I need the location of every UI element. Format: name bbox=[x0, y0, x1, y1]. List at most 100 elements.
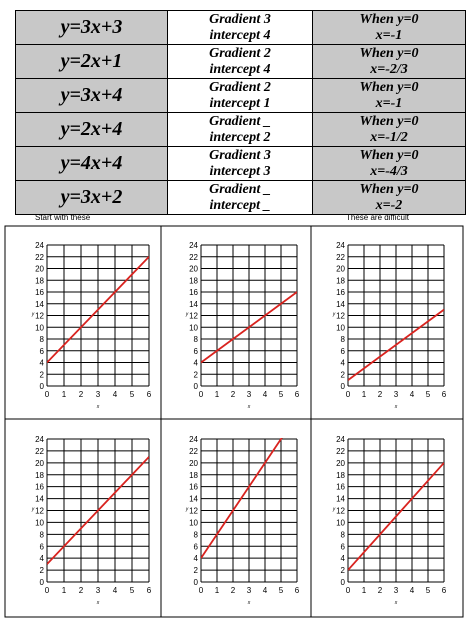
y-tick-label: 12 bbox=[336, 312, 345, 321]
y-tick-label: 6 bbox=[40, 542, 45, 551]
y-tick-label: 0 bbox=[341, 578, 346, 587]
y-axis-label: y bbox=[185, 312, 189, 318]
x-value-text: x=-4/3 bbox=[370, 163, 408, 179]
x-tick-label: 5 bbox=[279, 586, 284, 595]
y-tick-label: 12 bbox=[189, 507, 198, 516]
y-tick-label: 16 bbox=[336, 288, 345, 297]
y-tick-label: 22 bbox=[35, 447, 44, 456]
series-line bbox=[348, 308, 444, 381]
x-tick-label: 4 bbox=[263, 586, 268, 595]
x-axis-label: x bbox=[394, 404, 398, 410]
y-tick-label: 2 bbox=[40, 370, 45, 379]
caption-difficult: These are difficult bbox=[346, 213, 409, 222]
y-tick-label: 6 bbox=[194, 347, 199, 356]
gradient-text: Gradient 3 bbox=[209, 147, 271, 163]
y-tick-label: 2 bbox=[40, 566, 45, 575]
gradient-intercept-cell: Gradient _ intercept 2 bbox=[167, 112, 313, 147]
gradient-intercept-cell: Gradient 3 intercept 3 bbox=[167, 146, 313, 181]
x-tick-label: 2 bbox=[79, 390, 84, 399]
panel-border bbox=[310, 225, 464, 420]
y-tick-label: 0 bbox=[341, 382, 346, 391]
y-tick-label: 10 bbox=[336, 518, 345, 527]
x-tick-label: 1 bbox=[362, 586, 367, 595]
y-tick-label: 16 bbox=[336, 483, 345, 492]
y-tick-label: 24 bbox=[336, 435, 345, 444]
when-text: When y=0 bbox=[359, 147, 419, 163]
x-tick-label: 5 bbox=[279, 390, 284, 399]
y-tick-label: 24 bbox=[35, 435, 44, 444]
series-line bbox=[47, 456, 149, 565]
y-tick-label: 8 bbox=[341, 530, 346, 539]
when-text: When y=0 bbox=[359, 11, 419, 27]
x-tick-label: 4 bbox=[410, 586, 415, 595]
y-axis-label: y bbox=[31, 312, 35, 318]
when-text: When y=0 bbox=[359, 113, 419, 129]
y-tick-label: 18 bbox=[35, 471, 44, 480]
x-value-text: x=-1 bbox=[375, 27, 403, 43]
y-tick-label: 2 bbox=[341, 566, 346, 575]
x-tick-label: 2 bbox=[231, 586, 236, 595]
x-tick-label: 4 bbox=[410, 390, 415, 399]
y-tick-label: 18 bbox=[189, 471, 198, 480]
y-tick-label: 8 bbox=[40, 335, 45, 344]
y-tick-label: 10 bbox=[189, 518, 198, 527]
equation-cell: y=3x+2 bbox=[15, 180, 168, 215]
gradient-intercept-cell: Gradient 2 intercept 1 bbox=[167, 78, 313, 113]
gradient-text: Gradient 2 bbox=[209, 79, 271, 95]
root-cell: When y=0 x=-2/3 bbox=[312, 44, 466, 79]
x-tick-label: 2 bbox=[378, 390, 383, 399]
equation-cell: y=4x+4 bbox=[15, 146, 168, 181]
y-tick-label: 2 bbox=[194, 370, 199, 379]
y-tick-label: 20 bbox=[189, 265, 198, 274]
intercept-text: intercept _ bbox=[209, 197, 271, 213]
x-tick-label: 1 bbox=[215, 390, 220, 399]
y-tick-label: 22 bbox=[189, 253, 198, 262]
y-tick-label: 2 bbox=[194, 566, 199, 575]
intercept-text: intercept 2 bbox=[209, 129, 271, 145]
x-tick-label: 1 bbox=[215, 586, 220, 595]
y-tick-label: 4 bbox=[40, 359, 45, 368]
y-tick-label: 8 bbox=[194, 530, 199, 539]
x-value-text: x=-2 bbox=[375, 197, 403, 213]
when-text: When y=0 bbox=[359, 79, 419, 95]
panel-border bbox=[310, 418, 464, 618]
x-tick-label: 0 bbox=[199, 586, 204, 595]
x-tick-label: 6 bbox=[147, 390, 152, 399]
x-tick-label: 0 bbox=[45, 586, 50, 595]
y-tick-label: 8 bbox=[194, 335, 199, 344]
x-tick-label: 6 bbox=[442, 390, 447, 399]
y-tick-label: 24 bbox=[189, 241, 198, 250]
y-tick-label: 4 bbox=[194, 359, 199, 368]
y-tick-label: 10 bbox=[189, 323, 198, 332]
y-tick-label: 6 bbox=[341, 542, 346, 551]
y-tick-label: 14 bbox=[189, 300, 198, 309]
y-tick-label: 24 bbox=[189, 435, 198, 444]
y-tick-label: 24 bbox=[336, 241, 345, 250]
y-tick-label: 16 bbox=[189, 288, 198, 297]
equation-row: y=2x+1 Gradient 2 intercept 4 When y=0 x=-2/… bbox=[15, 44, 466, 79]
y-tick-label: 22 bbox=[336, 447, 345, 456]
root-cell: When y=0 x=-1/2 bbox=[312, 112, 466, 147]
y-tick-label: 22 bbox=[336, 253, 345, 262]
x-axis-label: x bbox=[96, 404, 100, 410]
x-tick-label: 4 bbox=[113, 390, 118, 399]
y-tick-label: 22 bbox=[189, 447, 198, 456]
equation-row: y=3x+2 Gradient _ intercept _ When y=0 x=-2 bbox=[15, 180, 466, 215]
y-tick-label: 16 bbox=[35, 483, 44, 492]
y-tick-label: 12 bbox=[35, 312, 44, 321]
x-axis-label: x bbox=[247, 600, 251, 606]
x-tick-label: 0 bbox=[199, 390, 204, 399]
x-tick-label: 3 bbox=[247, 586, 252, 595]
y-tick-label: 12 bbox=[336, 507, 345, 516]
x-tick-label: 3 bbox=[96, 390, 101, 399]
y-tick-label: 22 bbox=[35, 253, 44, 262]
y-tick-label: 0 bbox=[40, 382, 45, 391]
intercept-text: intercept 4 bbox=[209, 61, 271, 77]
gradient-intercept-cell: Gradient _ intercept _ bbox=[167, 180, 313, 215]
y-tick-label: 14 bbox=[189, 495, 198, 504]
y-tick-label: 14 bbox=[336, 300, 345, 309]
y-axis-label: y bbox=[332, 312, 336, 318]
series-line bbox=[47, 256, 149, 364]
